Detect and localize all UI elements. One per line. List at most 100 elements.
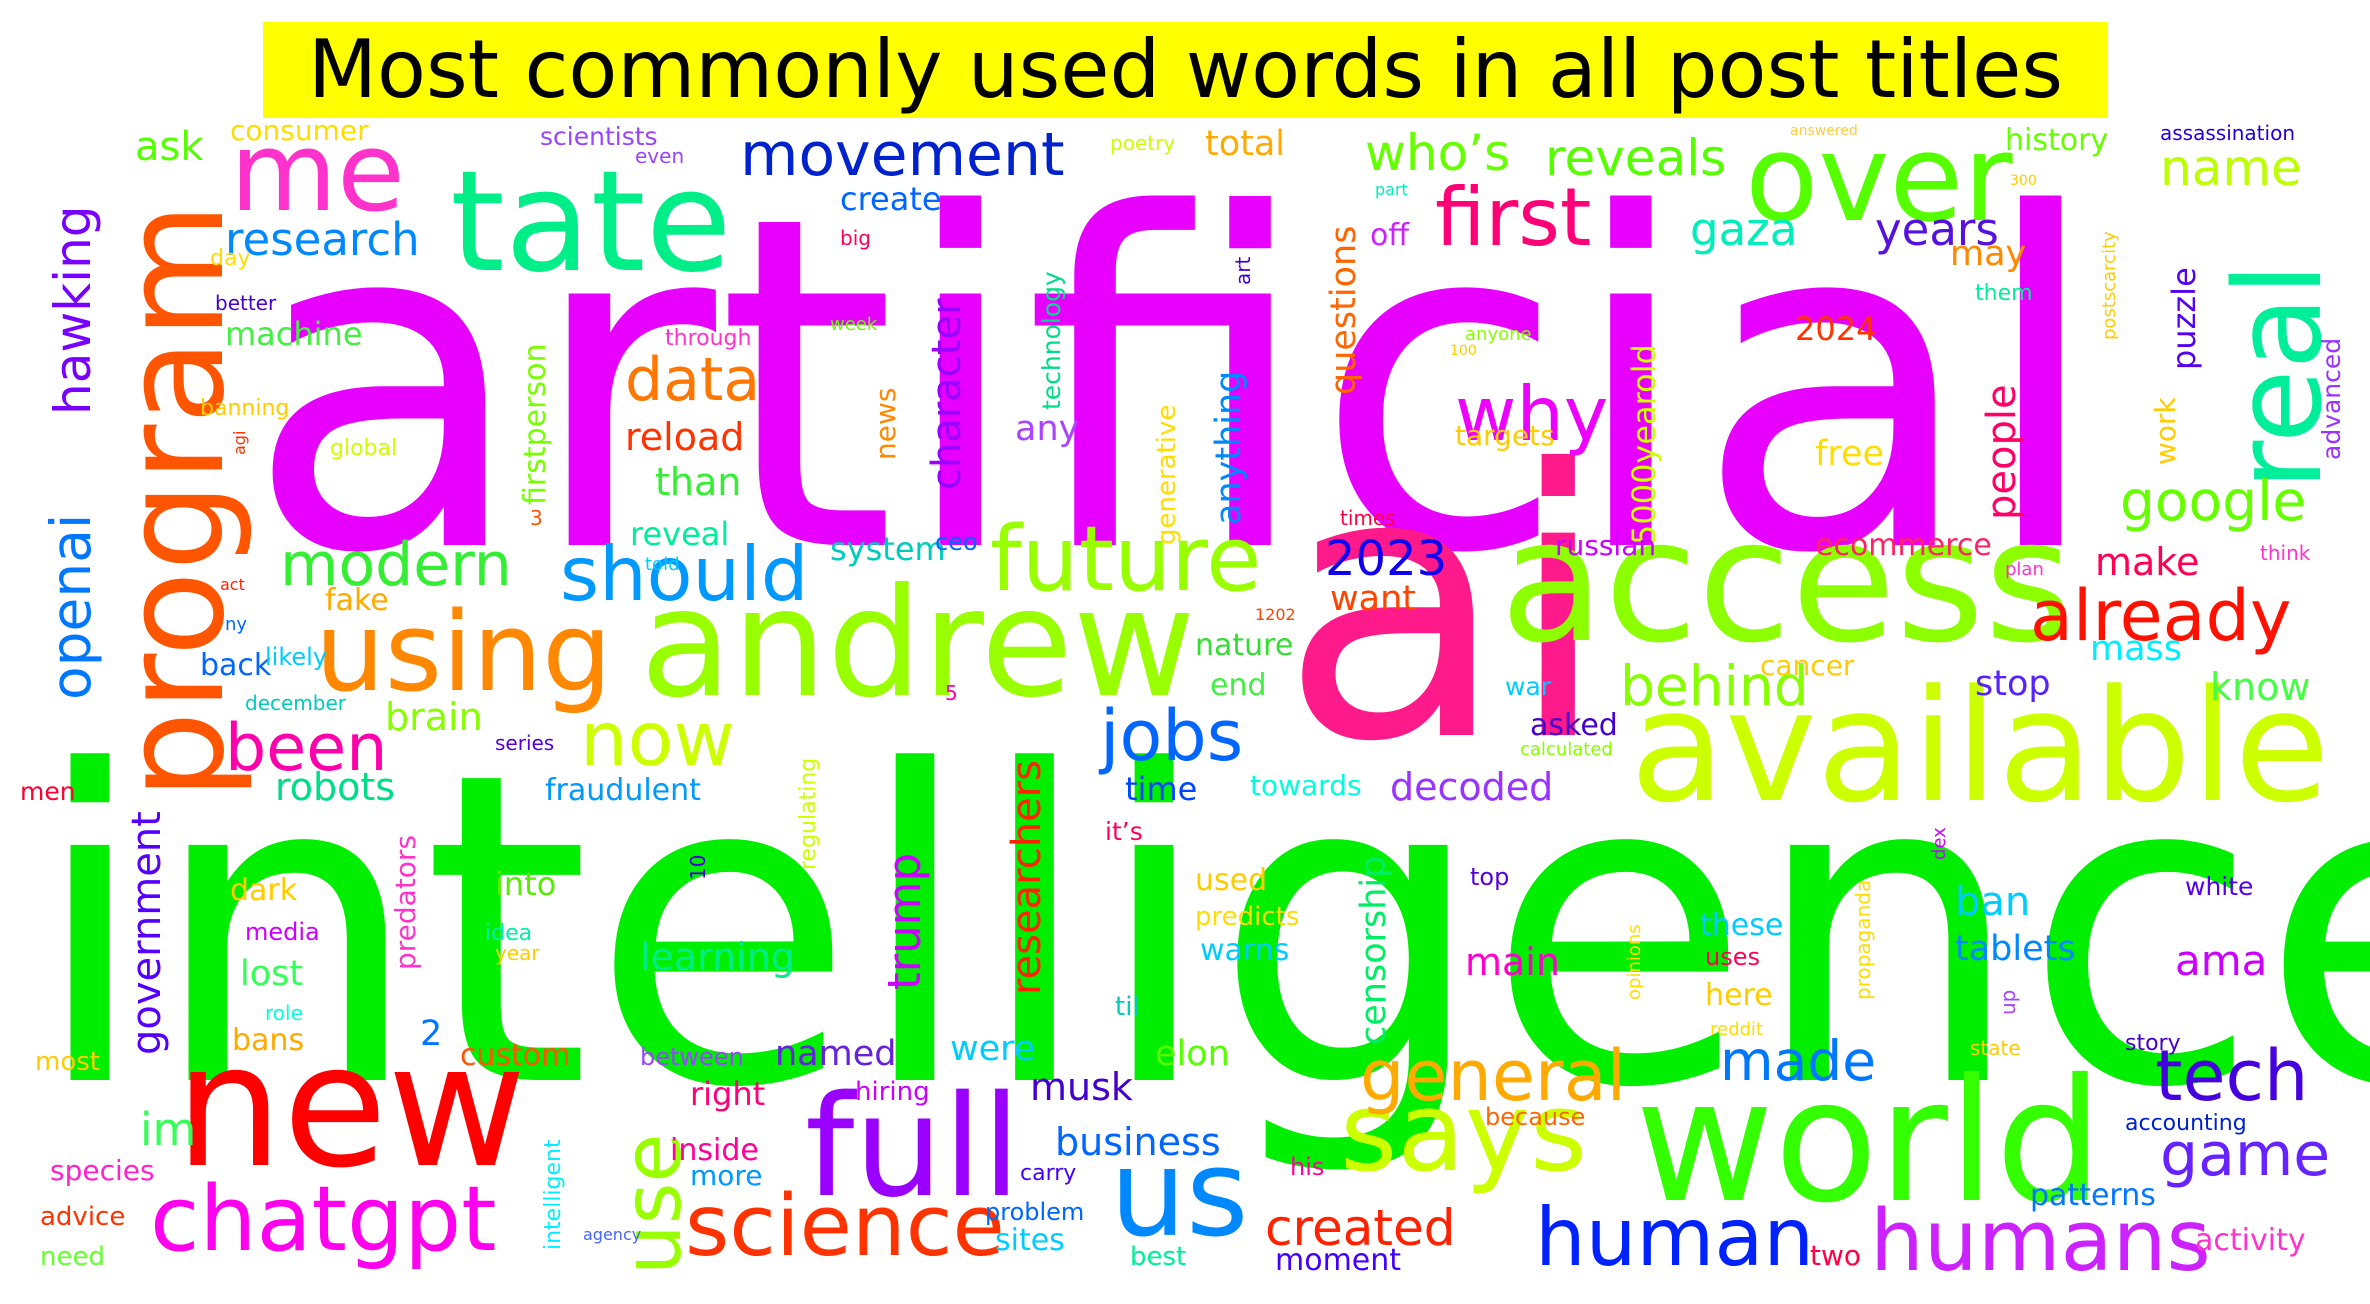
word-make: make: [2095, 540, 2199, 584]
word-accounting: accounting: [2125, 1111, 2247, 1136]
word-openai: openai: [39, 514, 103, 700]
word-global: global: [330, 436, 397, 461]
word-use: use: [606, 1133, 699, 1275]
word-5: 5: [945, 681, 958, 705]
word-better: better: [215, 291, 277, 315]
word-artificial: artificial: [245, 119, 2104, 654]
word-were: were: [950, 1029, 1035, 1069]
word-reddit: reddit: [1710, 1019, 1763, 1040]
word-named: named: [775, 1034, 896, 1074]
word-reload: reload: [625, 415, 744, 459]
word-moment: moment: [1275, 1243, 1401, 1278]
word-story: story: [2125, 1031, 2181, 1056]
word-censorship: censorship: [1354, 856, 1394, 1045]
word-advice: advice: [40, 1202, 125, 1232]
word-sites: sites: [995, 1223, 1065, 1258]
word-til: til: [1115, 992, 1140, 1022]
word-white: white: [2185, 872, 2253, 901]
word-bans: bans: [232, 1023, 304, 1058]
word-war: war: [1505, 672, 1552, 701]
word-custom: custom: [460, 1038, 570, 1073]
word-his: his: [1290, 1153, 1324, 1181]
word-business: business: [1055, 1120, 1221, 1164]
word-character: character: [924, 298, 970, 490]
word-reveals: reveals: [1545, 129, 1726, 187]
word-mass: mass: [2090, 629, 2182, 669]
word-times: times: [1340, 506, 1396, 530]
word-up: up: [1996, 990, 2020, 1015]
word-patterns: patterns: [2030, 1178, 2156, 1213]
word-into: into: [495, 865, 556, 903]
word-banning: banning: [200, 396, 289, 421]
word-decoded: decoded: [1390, 765, 1553, 809]
word-fake: fake: [325, 583, 389, 618]
word-full: full: [805, 1066, 1021, 1229]
word-made: made: [1720, 1029, 1876, 1093]
word-puzzle: puzzle: [2165, 267, 2203, 370]
word-cancer: cancer: [1760, 649, 1855, 682]
word-act: act: [220, 575, 245, 594]
word-game: game: [2160, 1120, 2330, 1190]
word-years: years: [1875, 203, 1999, 256]
word-consumer: consumer: [230, 114, 369, 147]
word-likely: likely: [265, 643, 327, 671]
word-me: me: [230, 108, 405, 236]
word-calculated: calculated: [1520, 739, 1613, 760]
word-ecommerce: ecommerce: [1815, 528, 1992, 563]
word-firstperson: firstperson: [518, 344, 553, 505]
word-future: future: [990, 507, 1261, 612]
word-government: government: [124, 811, 170, 1055]
word-google: google: [2120, 469, 2306, 533]
word-reveal: reveal: [630, 515, 729, 553]
word-3: 3: [530, 506, 543, 530]
word-system: system: [830, 530, 946, 568]
word-warns: warns: [1200, 933, 1289, 968]
word-most: most: [35, 1047, 100, 1077]
word-jobs: jobs: [1098, 695, 1243, 777]
word-intelligence: intelligence: [30, 682, 2370, 1182]
word-1202: 1202: [1255, 605, 1296, 624]
word-says: says: [1340, 1068, 1587, 1196]
word-used: used: [1195, 863, 1267, 898]
word-access: access: [1500, 483, 2073, 681]
word-ask: ask: [135, 124, 204, 170]
word-behind: behind: [1620, 654, 1809, 718]
word-time: time: [1125, 770, 1197, 808]
word-people: people: [1979, 384, 2025, 520]
word-two: two: [1810, 1239, 1861, 1272]
word-top: top: [1470, 863, 1509, 891]
word-over: over: [1745, 110, 2013, 249]
word-back: back: [200, 648, 272, 683]
word-nature: nature: [1195, 628, 1293, 663]
word-activity: activity: [2195, 1223, 2306, 1258]
word-gaza: gaza: [1690, 203, 1797, 256]
word-these: these: [1700, 908, 1783, 943]
word-any: any: [1015, 409, 1079, 449]
word-hawking: hawking: [44, 206, 102, 416]
word-year: year: [495, 941, 540, 965]
word-news: news: [869, 388, 902, 460]
word-series: series: [495, 731, 554, 755]
word-ceo: ceo: [935, 528, 978, 556]
word-technology: technology: [1037, 271, 1066, 410]
word-more: more: [690, 1159, 763, 1192]
word-uses: uses: [1705, 943, 1760, 971]
word-been: been: [225, 711, 387, 786]
word-media: media: [245, 918, 320, 946]
word-state: state: [1970, 1036, 2021, 1060]
word-us: us: [1110, 1125, 1249, 1264]
word-propaganda: propaganda: [1851, 880, 1875, 1000]
word-lost: lost: [240, 954, 303, 994]
word-opinions: opinions: [1624, 924, 1645, 1000]
word-researchers: researchers: [1004, 760, 1050, 995]
word-may: may: [1950, 234, 2026, 274]
word-10: 10: [686, 855, 710, 880]
word-right: right: [690, 1075, 765, 1113]
word-human: human: [1535, 1191, 1814, 1284]
word-stop: stop: [1975, 664, 2051, 704]
word-should: should: [560, 530, 808, 618]
word-because: because: [1485, 1103, 1585, 1131]
word-need: need: [40, 1242, 105, 1272]
word-told: told: [645, 554, 680, 575]
